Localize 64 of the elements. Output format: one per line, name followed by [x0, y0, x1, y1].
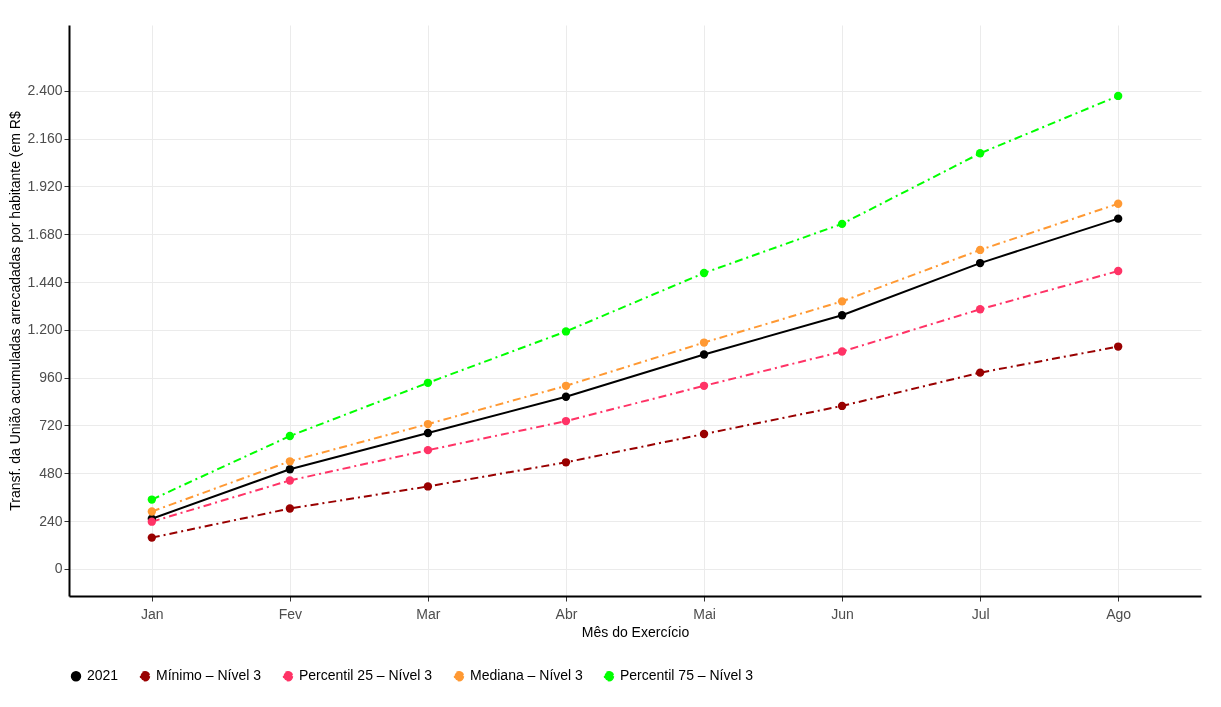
point — [975, 245, 985, 255]
point — [423, 378, 433, 387]
x-tick-label: Jun — [831, 605, 854, 622]
point — [975, 258, 985, 268]
point — [423, 482, 433, 491]
x-tick-label: Mai — [693, 605, 716, 622]
y-tick-label: 720 — [39, 416, 63, 433]
point — [1113, 342, 1123, 351]
point — [285, 476, 295, 485]
y-tick-label: 240 — [39, 512, 63, 529]
x-tick-label: Ago — [1106, 605, 1132, 622]
y-tick-label: 0 — [54, 560, 63, 577]
y-tick-label: 1.440 — [27, 273, 63, 290]
point — [699, 381, 709, 390]
point — [147, 533, 157, 542]
point — [975, 305, 985, 314]
y-tick-label: 480 — [39, 464, 63, 481]
point — [147, 507, 157, 516]
point — [285, 431, 295, 441]
point — [837, 347, 847, 356]
point — [561, 458, 571, 467]
point — [423, 428, 433, 438]
point — [561, 416, 571, 426]
point — [1113, 91, 1123, 101]
point — [699, 338, 709, 347]
x-axis-title: Mês do Exercício — [581, 623, 690, 640]
legend-label: Percentil 75 – Nível 3 — [620, 667, 754, 684]
point — [1113, 266, 1123, 276]
point — [423, 445, 433, 455]
point — [423, 419, 433, 429]
y-tick-label: 2.160 — [27, 130, 63, 147]
legend-label: Mínimo – Nível 3 — [156, 667, 262, 684]
point — [699, 429, 709, 439]
point — [699, 350, 709, 359]
point — [975, 368, 985, 377]
legend-label: Percentil 25 – Nível 3 — [299, 667, 433, 684]
point — [285, 504, 295, 513]
point — [699, 268, 709, 278]
y-tick-label: 1.680 — [27, 225, 63, 242]
x-tick-label: Fev — [278, 605, 303, 622]
point — [837, 219, 847, 229]
point — [561, 392, 571, 401]
point — [837, 311, 847, 320]
point — [837, 401, 847, 411]
point — [561, 327, 571, 336]
point — [561, 381, 571, 390]
legend-label: Mediana – Nível 3 — [470, 667, 584, 684]
y-tick-label: 1.200 — [27, 321, 63, 338]
point — [285, 457, 295, 466]
x-tick-label: Abr — [555, 605, 578, 622]
x-tick-label: Jul — [971, 605, 990, 622]
y-tick-label: 960 — [39, 369, 63, 386]
point — [147, 495, 157, 504]
legend-label: 2021 — [87, 667, 119, 684]
point — [837, 297, 847, 306]
point — [285, 465, 295, 474]
y-tick-label: 1.920 — [27, 177, 63, 194]
x-tick-label: Jan — [141, 605, 164, 622]
y-tick-label: 2.400 — [27, 82, 63, 99]
x-tick-label: Mar — [416, 605, 441, 622]
point — [1113, 199, 1123, 208]
point — [975, 149, 985, 158]
y-axis-title: Transf. da União acumuladas arrecadadas por habitante (em R$ — [7, 111, 24, 511]
point — [1113, 214, 1123, 223]
